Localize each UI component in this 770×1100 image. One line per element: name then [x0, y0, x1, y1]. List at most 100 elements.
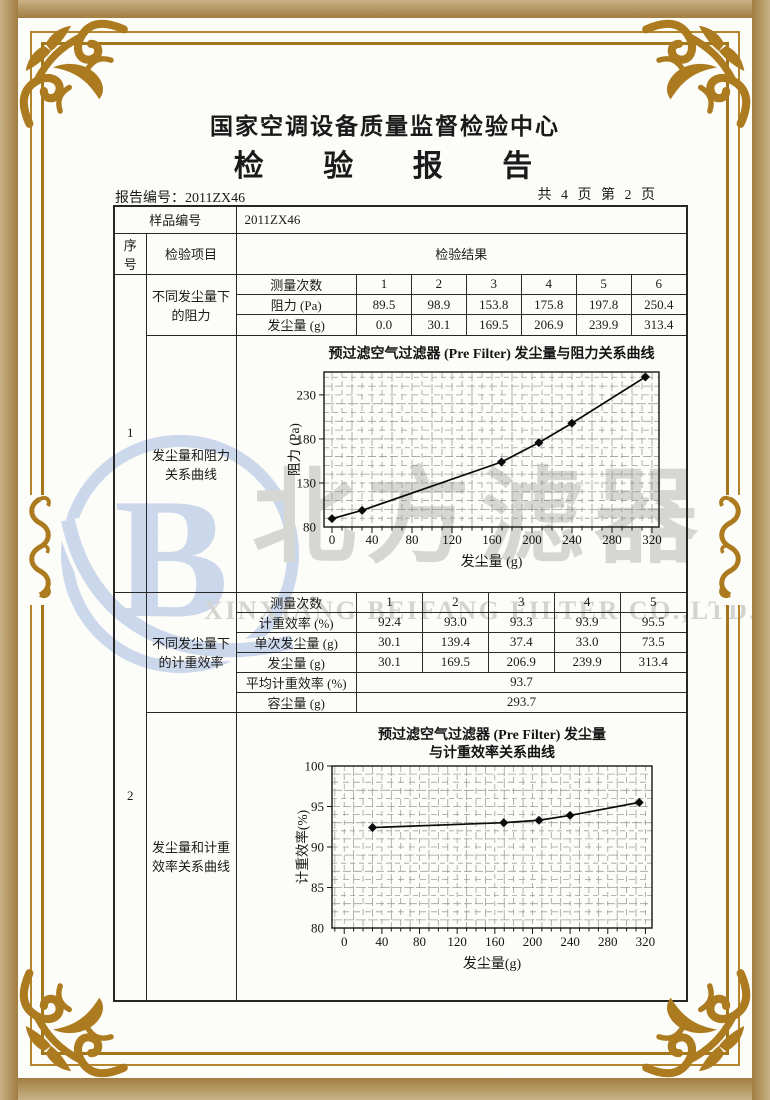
table-row: 平均计重效率 (%) 93.7 [236, 671, 686, 693]
dust-amount-cell: 30.1 [356, 651, 423, 673]
sample-no-value: 2011ZX46 [235, 205, 688, 234]
measure-number-cell: 5 [619, 592, 686, 613]
header-row: 序号 检验项目 检验结果 [113, 232, 688, 275]
frame-band-right [752, 0, 770, 1100]
dust-amount-cell: 313.4 [630, 314, 686, 335]
dust-amount-cell: 313.4 [619, 651, 686, 673]
resistance-value-cell: 98.9 [410, 294, 467, 315]
measure-number-cell: 4 [553, 592, 621, 613]
col-seq: 序号 [113, 232, 147, 275]
svg-text:85: 85 [311, 880, 324, 895]
svg-text:0: 0 [341, 934, 348, 949]
frame-band-bottom [0, 1078, 770, 1100]
svg-text:280: 280 [602, 532, 622, 547]
measure-label: 测量次数 [236, 592, 358, 613]
side-scroll-icon [24, 495, 54, 605]
section1-item-top: 不同发尘量下的阻力 [145, 273, 237, 336]
svg-text:100: 100 [304, 758, 324, 773]
results-table: 样品编号 2011ZX46 序号 检验项目 检验结果 1 不同发尘量下的阻力 [113, 205, 688, 1002]
svg-text:40: 40 [365, 532, 378, 547]
resistance-value-cell: 197.8 [575, 294, 632, 315]
single-dust-cell: 30.1 [356, 631, 423, 653]
section2-seq: 2 [113, 591, 147, 1001]
single-dust-cell: 139.4 [421, 631, 489, 653]
svg-text:180: 180 [296, 431, 316, 446]
dust-capacity-value: 293.7 [356, 691, 686, 712]
efficiency-value-cell: 93.9 [553, 611, 621, 633]
table-row: 发尘量 (g) 0.0 30.1 169.5 206.9 239.9 313.4 [236, 314, 686, 335]
svg-text:预过滤空气过滤器 (Pre Filter) 发尘量与阻力关系: 预过滤空气过滤器 (Pre Filter) 发尘量与阻力关系曲线 [328, 345, 654, 362]
measure-number-cell: 5 [575, 274, 632, 295]
svg-text:0: 0 [328, 532, 335, 547]
measure-number-cell: 1 [356, 592, 423, 613]
svg-text:与计重效率关系曲线: 与计重效率关系曲线 [429, 744, 555, 761]
svg-text:40: 40 [375, 934, 388, 949]
svg-text:预过滤空气过滤器 (Pre Filter) 发尘量: 预过滤空气过滤器 (Pre Filter) 发尘量 [378, 726, 606, 743]
resistance-value-cell: 250.4 [630, 294, 686, 315]
dust-amount-cell: 30.1 [410, 314, 467, 335]
resistance-curve-chart: 80 130 180 230 0 40 80 120 160 200 240 280 320 预过滤空气过… [287, 345, 662, 570]
dust-amount-cell: 239.9 [553, 651, 621, 673]
svg-text:320: 320 [635, 934, 655, 949]
measure-number-cell: 4 [520, 274, 577, 295]
single-dust-cell: 33.0 [553, 631, 621, 653]
avg-efficiency-label: 平均计重效率 (%) [236, 671, 358, 693]
svg-text:160: 160 [485, 934, 505, 949]
dust-amount-cell: 206.9 [487, 651, 555, 673]
report-number: 报告编号：2011ZX46 [115, 191, 246, 206]
table-row: 计重效率 (%) 92.4 93.0 93.3 93.9 95.5 [236, 611, 686, 633]
table-row: 发尘量 (g) 30.1 169.5 206.9 239.9 313.4 [236, 651, 686, 673]
svg-text:90: 90 [311, 839, 324, 854]
svg-text:280: 280 [598, 934, 618, 949]
corner-flourish-icon [642, 19, 751, 128]
measure-number-cell: 6 [630, 274, 686, 295]
resistance-value-cell: 175.8 [520, 294, 577, 315]
row-label: 计重效率 (%) [236, 611, 358, 633]
side-scroll-icon [716, 495, 746, 605]
svg-text:240: 240 [562, 532, 582, 547]
svg-text:80: 80 [311, 920, 324, 935]
measure-number-cell: 2 [421, 592, 489, 613]
svg-text:130: 130 [296, 475, 316, 490]
measure-number-cell: 2 [410, 274, 467, 295]
svg-text:80: 80 [303, 519, 316, 534]
section2-item-top: 不同发尘量下的计重效率 [145, 591, 237, 713]
col-result: 检验结果 [235, 232, 688, 275]
svg-text:230: 230 [296, 387, 316, 402]
svg-text:320: 320 [642, 532, 662, 547]
svg-text:240: 240 [560, 934, 580, 949]
dust-amount-cell: 206.9 [520, 314, 577, 335]
svg-text:95: 95 [311, 799, 324, 814]
svg-text:200: 200 [522, 532, 542, 547]
dust-capacity-label: 容尘量 (g) [236, 691, 358, 712]
table-row: 单次发尘量 (g) 30.1 139.4 37.4 33.0 73.5 [236, 631, 686, 653]
row-label: 发尘量 (g) [236, 651, 358, 673]
col-item: 检验项目 [145, 232, 237, 275]
svg-text:120: 120 [442, 532, 462, 547]
measure-number-cell: 1 [356, 274, 412, 295]
sample-row: 样品编号 2011ZX46 [113, 205, 688, 234]
measure-number-cell: 3 [487, 592, 555, 613]
section1-chart-row: 发尘量和阻力关系曲线 80 130 180 230 0 40 80 120 160 200 240 2… [114, 334, 688, 593]
measure-number-cell: 3 [465, 274, 522, 295]
report-title: 检 验 报 告 [233, 150, 559, 183]
table-row: 容尘量 (g) 293.7 [236, 691, 686, 712]
efficiency-value-cell: 92.4 [356, 611, 423, 633]
svg-text:80: 80 [413, 934, 426, 949]
dust-amount-cell: 169.5 [465, 314, 522, 335]
svg-text:160: 160 [482, 532, 502, 547]
svg-text:计重效率(%): 计重效率(%) [294, 809, 310, 883]
frame-band-left [0, 0, 18, 1100]
svg-text:阻力 (Pa): 阻力 (Pa) [287, 423, 302, 476]
sample-no-label: 样品编号 [113, 205, 237, 234]
resistance-value-cell: 153.8 [465, 294, 522, 315]
svg-text:80: 80 [405, 532, 418, 547]
